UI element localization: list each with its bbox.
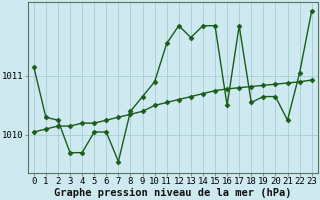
X-axis label: Graphe pression niveau de la mer (hPa): Graphe pression niveau de la mer (hPa) [54, 188, 292, 198]
